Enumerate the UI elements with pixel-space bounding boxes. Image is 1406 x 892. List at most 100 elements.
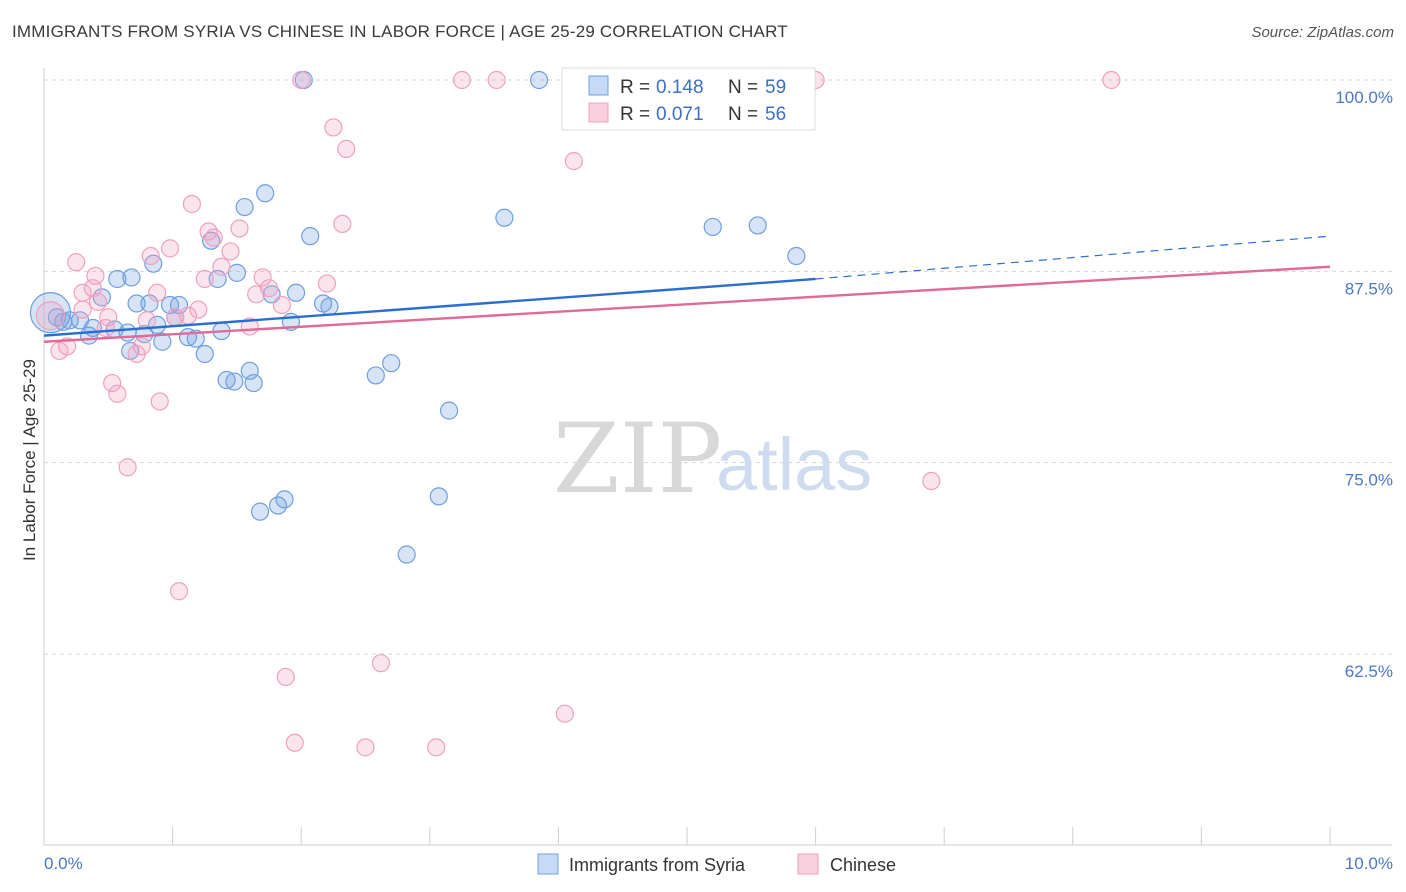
data-point [356,738,375,757]
data-point [703,217,722,237]
trend-line-extension [815,235,1331,280]
watermark: ZIP atlas [553,403,872,515]
legend-n-value-syria: 59 [765,77,786,98]
legend-n-value-chinese: 56 [765,104,786,125]
data-point [333,214,352,233]
data-point [103,373,122,393]
data-point [221,242,240,261]
trend-lines [43,235,1331,343]
series-chinese-points [35,70,1121,757]
data-point [227,263,246,282]
data-point [86,266,105,286]
data-point [317,274,337,293]
data-point [320,297,339,316]
data-point [366,366,385,385]
data-point [169,582,189,601]
data-point [67,253,86,272]
data-point [99,308,118,327]
bottom-legend-label-syria: Immigrants from Syria [569,855,746,875]
data-point [141,246,160,266]
data-point [186,329,205,348]
trend-line [43,277,816,337]
data-point [276,667,295,687]
y-tick-label: 100.0% [1335,88,1393,107]
bottom-legend-label-chinese: Chinese [830,855,896,875]
data-point [439,401,459,420]
data-point [253,268,272,287]
data-point [275,490,294,509]
data-point [148,315,167,335]
data-point [195,269,214,289]
data-point [225,372,244,391]
legend-r-value-chinese: 0.071 [656,104,704,125]
data-point [452,70,472,90]
data-point [127,294,146,313]
data-point [153,332,172,351]
legend-r-value-syria: 0.148 [656,77,704,98]
data-point [259,279,279,298]
correlation-legend: R = 0.148 N = 59 R = 0.071 N = 56 [561,67,816,131]
data-point [230,219,249,238]
data-point [286,283,306,302]
bottom-legend-swatch-chinese [797,853,819,875]
data-point [182,194,201,214]
data-point [204,228,223,247]
data-point [150,392,169,411]
data-point [148,283,167,302]
data-point [118,458,137,477]
data-point [272,295,292,315]
data-point [58,337,77,356]
axes [43,68,1392,846]
data-point [108,269,127,289]
data-point [250,502,270,521]
data-point [60,311,79,330]
data-point [73,300,92,319]
data-point [122,268,141,287]
trend-line [43,265,1331,343]
y-axis-label: In Labor Force | Age 25-29 [20,359,39,561]
data-point [189,300,208,319]
legend-n-label-chinese: N = [728,104,758,125]
data-point [108,384,127,403]
series-legend: Immigrants from Syria Chinese [537,853,896,875]
data-point [397,545,416,564]
data-point [922,471,941,491]
chart-title: IMMIGRANTS FROM SYRIA VS CHINESE IN LABO… [12,22,788,41]
data-point [29,292,72,334]
data-point [427,738,446,757]
data-point [160,239,180,258]
data-point [292,70,311,90]
legend-n-label-syria: N = [728,77,758,98]
data-point [256,184,275,203]
data-point [195,344,214,364]
source-label: Source: ZipAtlas.com [1251,24,1394,41]
data-point [495,208,514,227]
data-point [429,487,448,506]
watermark-zip: ZIP [553,403,722,515]
data-point [118,323,137,342]
legend-swatch-chinese [588,102,609,123]
y-tick-label: 87.5% [1345,279,1393,298]
data-point [217,370,236,390]
data-point [564,152,583,171]
data-point [88,292,108,312]
data-point [132,337,151,356]
y-tick-labels: 100.0% 87.5% 75.0% 62.5% [1335,88,1393,681]
watermark-atlas: atlas [716,423,872,506]
data-point [371,654,391,673]
data-point [212,257,231,276]
data-point [337,139,356,158]
legend-swatch-syria [588,75,609,96]
legend-r-label-chinese: R = [620,104,650,125]
data-point [748,216,767,235]
data-point [555,704,574,723]
data-point [487,70,506,90]
data-point [73,283,92,302]
data-point [35,301,66,331]
data-point [235,197,254,217]
x-tick-label-max: 10.0% [1345,854,1393,873]
data-point [1102,70,1121,90]
x-tick-label-min: 0.0% [44,854,83,873]
data-point [137,311,156,330]
